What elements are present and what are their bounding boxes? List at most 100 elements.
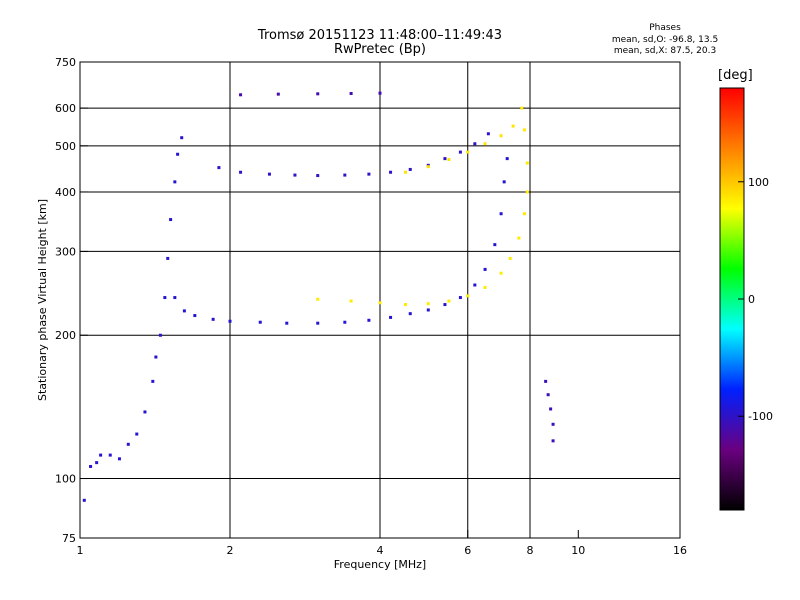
data-point [473, 283, 477, 287]
data-point [389, 315, 393, 319]
data-point [483, 142, 487, 146]
data-point [143, 410, 147, 414]
data-point [173, 180, 177, 184]
data-point [443, 157, 447, 161]
data-point [158, 333, 162, 337]
data-point [408, 167, 412, 171]
data-point [173, 296, 177, 300]
data-point [517, 236, 521, 240]
data-point [108, 453, 112, 457]
data-point [511, 124, 515, 128]
data-point [447, 157, 451, 161]
x-tick-label: 2 [227, 544, 234, 557]
data-point [166, 256, 170, 260]
data-point [458, 296, 462, 300]
phases-label: Phases [649, 23, 681, 33]
data-point [316, 92, 320, 96]
data-point [499, 212, 503, 216]
y-tick-label: 600 [55, 102, 76, 115]
y-tick-label: 300 [55, 245, 76, 258]
data-point [466, 294, 470, 298]
data-point [182, 309, 186, 313]
data-point [343, 320, 347, 324]
data-point [520, 106, 524, 110]
data-point [551, 439, 555, 443]
y-axis-label: Stationary phase Virtual Height [km] [36, 199, 49, 401]
data-point [426, 165, 430, 169]
data-point [378, 91, 382, 95]
data-point [499, 271, 503, 275]
data-point [117, 457, 121, 461]
x-tick-label: 4 [377, 544, 384, 557]
x-tick-label: 16 [673, 544, 687, 557]
data-point [126, 442, 130, 446]
data-point [176, 152, 180, 156]
data-point [466, 150, 470, 154]
data-point [523, 212, 527, 216]
data-point [89, 464, 93, 468]
data-point [135, 432, 139, 436]
x-tick-label: 1 [77, 544, 84, 557]
data-point [549, 407, 553, 411]
data-point [486, 132, 490, 136]
data-point [151, 379, 155, 383]
grid [80, 62, 680, 538]
data-point [316, 297, 320, 301]
y-tick-label: 750 [55, 56, 76, 69]
data-point [403, 170, 407, 174]
data-point [163, 296, 167, 300]
colorbar-tick-label: 100 [748, 176, 769, 189]
data-point [483, 267, 487, 271]
data-point [367, 172, 371, 176]
data-point [473, 142, 477, 146]
data-point [193, 314, 197, 318]
data-point [493, 243, 497, 247]
data-point [508, 256, 512, 260]
x-tick-label: 10 [571, 544, 585, 557]
data-point [546, 393, 550, 397]
data-point [378, 301, 382, 305]
data-point [349, 299, 353, 303]
data-point [499, 134, 503, 138]
data-point [239, 170, 243, 174]
data-point [316, 174, 320, 178]
data-point [285, 321, 289, 325]
data-point [389, 170, 393, 174]
data-point [169, 218, 173, 222]
y-tick-label: 75 [62, 532, 76, 545]
chart-title: Tromsø 20151123 11:48:00–11:49:43 [257, 28, 503, 43]
data-point [426, 302, 430, 306]
data-point [367, 318, 371, 322]
data-point [154, 355, 158, 359]
data-point [349, 91, 353, 95]
data-point [483, 285, 487, 289]
colorbar-ticks: 100 0 -100 [738, 176, 773, 423]
data-point [343, 173, 347, 177]
data-point [258, 320, 262, 324]
data-point [551, 422, 555, 426]
data-point [544, 379, 548, 383]
data-point [217, 166, 221, 170]
data-point [505, 157, 509, 161]
chart-subtitle: RwPretec (Bp) [333, 42, 427, 57]
data-point [523, 128, 527, 132]
colorbar-unit: [deg] [718, 68, 753, 83]
colorbar-tick-label: 0 [748, 293, 755, 306]
data-point [426, 308, 430, 312]
data-point [443, 303, 447, 307]
data-point [403, 303, 407, 307]
data-point [525, 190, 529, 194]
data-point [228, 319, 232, 323]
y-tick-label: 200 [55, 329, 76, 342]
stats-o-mode: mean, sd,O: -96.8, 13.5 [611, 35, 719, 45]
data-point [458, 150, 462, 154]
data-point [239, 93, 243, 97]
data-point [316, 321, 320, 325]
data-point [99, 453, 103, 457]
data-point [82, 498, 86, 502]
data-point [180, 136, 184, 140]
data-point [211, 317, 215, 321]
colorbar-tick-label: -100 [748, 410, 773, 423]
axes: 1 2 4 6 8 10 16 75 100 200 300 400 500 600 750 [55, 56, 687, 557]
